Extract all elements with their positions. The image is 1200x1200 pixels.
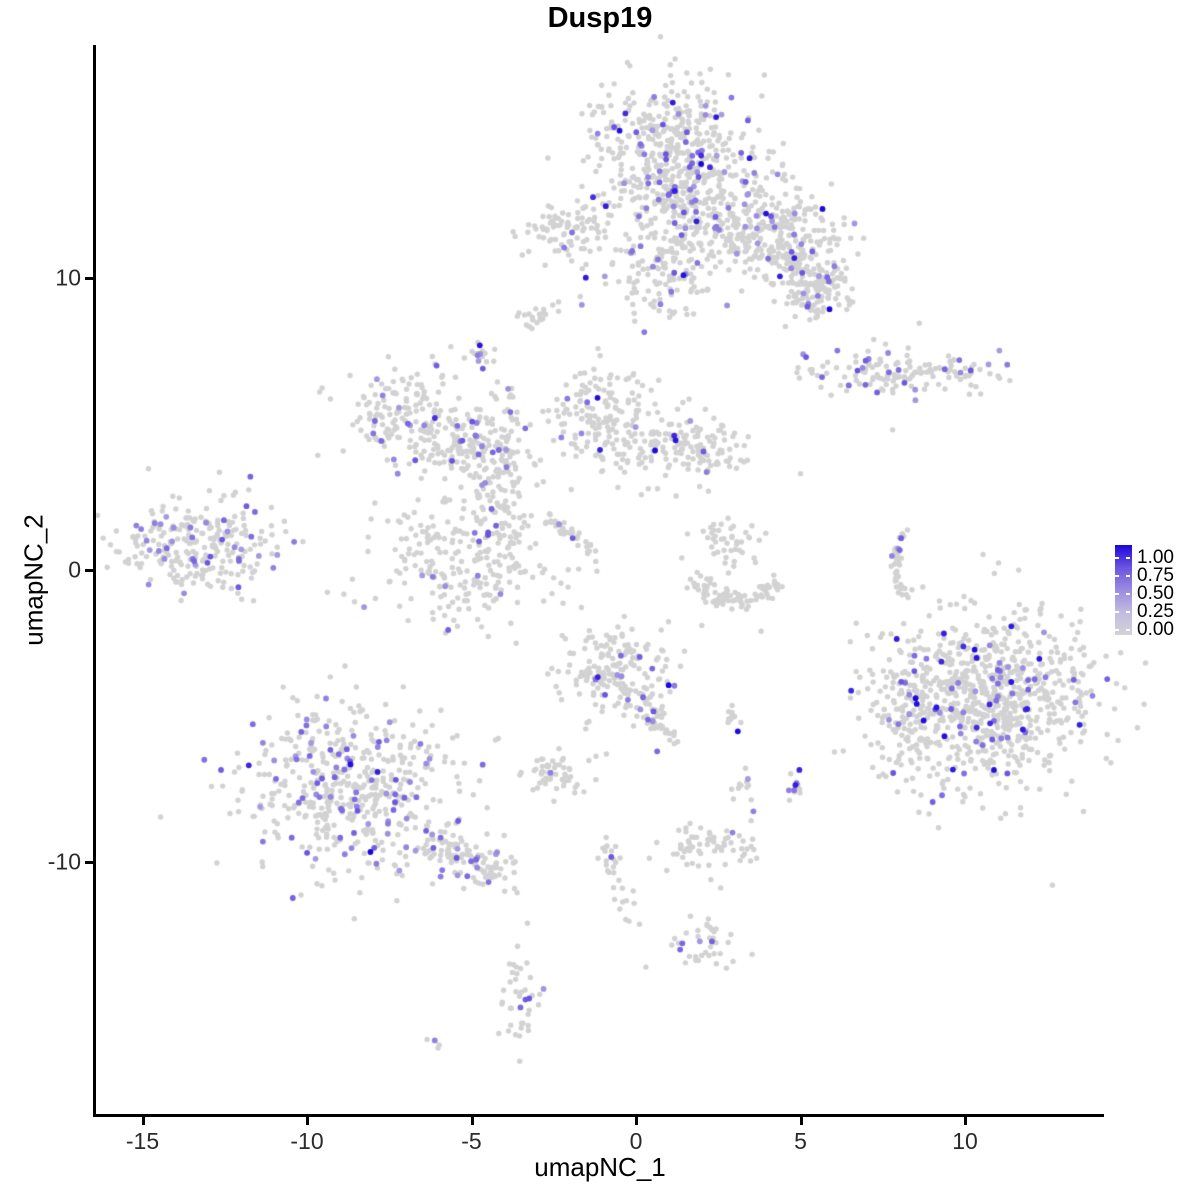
x-tick-label: 10 — [952, 1128, 978, 1154]
colorbar-tick-mark — [1115, 629, 1119, 631]
x-tick-mark — [141, 1117, 145, 1125]
y-tick-label: 10 — [55, 264, 81, 291]
x-tick-label: 5 — [794, 1128, 807, 1154]
colorbar-label: 1.00 — [1137, 547, 1174, 568]
y-tick-label: 0 — [68, 556, 81, 583]
colorbar-tick-mark — [1115, 593, 1119, 595]
y-tick-label: -10 — [47, 848, 81, 875]
colorbar-tick-mark — [1115, 575, 1119, 577]
x-tick-mark — [635, 1117, 638, 1125]
colorbar-tick-mark — [1126, 575, 1130, 577]
y-tick-mark — [85, 277, 93, 280]
x-axis-title: umapNC_1 — [534, 1152, 666, 1182]
x-tick-mark — [799, 1117, 803, 1125]
colorbar-tick-mark — [1126, 611, 1130, 613]
x-tick-mark — [306, 1117, 309, 1125]
colorbar-tick-mark — [1126, 557, 1130, 559]
y-tick-mark — [85, 569, 93, 572]
x-tick-mark — [964, 1117, 967, 1125]
colorbar-label: 0.00 — [1137, 619, 1174, 640]
colorbar-tick-mark — [1126, 593, 1130, 595]
colorbar-tick-mark — [1126, 629, 1130, 631]
x-tick-label: -15 — [125, 1128, 160, 1154]
x-tick-label: 0 — [629, 1128, 643, 1154]
y-axis-line — [93, 45, 96, 1117]
colorbar-label: 0.50 — [1137, 583, 1174, 604]
y-tick-mark — [85, 861, 93, 864]
x-tick-mark — [470, 1117, 474, 1125]
colorbar-legend: 1.00 0.75 0.50 0.25 0.00 — [1113, 543, 1200, 643]
x-tick-label: -5 — [461, 1128, 482, 1154]
colorbar-tick-mark — [1115, 557, 1119, 559]
colorbar-label: 0.25 — [1137, 601, 1174, 622]
y-axis-title: umapNC_2 — [18, 514, 49, 646]
x-tick-label: -10 — [290, 1128, 324, 1154]
x-axis-line — [93, 1114, 1104, 1117]
colorbar-tick-mark — [1115, 611, 1119, 613]
colorbar-label: 0.75 — [1137, 565, 1174, 586]
